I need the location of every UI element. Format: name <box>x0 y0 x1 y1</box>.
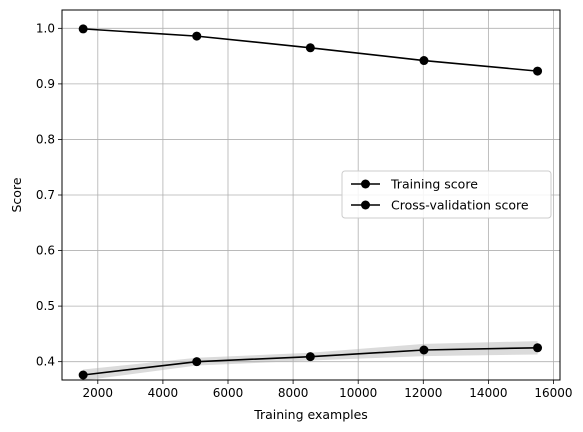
x-axis-ticks: 2000 4000 6000 8000 10000 12000 14000 16000 <box>83 380 573 400</box>
x-tick-label: 8000 <box>278 386 309 400</box>
x-tick-label: 6000 <box>213 386 244 400</box>
y-axis-label: Score <box>9 177 24 212</box>
legend: Training score Cross-validation score <box>341 170 552 219</box>
y-tick-label: 0.5 <box>36 299 55 313</box>
x-axis-label: Training examples <box>253 407 368 422</box>
series-point-0 <box>78 24 88 34</box>
y-tick-label: 0.8 <box>36 132 55 146</box>
legend-marker <box>361 179 370 189</box>
x-tick-label: 14000 <box>469 386 507 400</box>
y-axis-ticks: 0.4 0.5 0.6 0.7 0.8 0.9 1.0 <box>36 21 62 369</box>
series-point-0 <box>533 66 543 76</box>
x-tick-label: 4000 <box>148 386 179 400</box>
legend-box <box>341 170 552 219</box>
series-point-1 <box>419 345 429 355</box>
y-tick-label: 0.4 <box>36 355 55 369</box>
y-tick-label: 0.9 <box>36 77 55 91</box>
x-tick-label: 10000 <box>339 386 377 400</box>
x-tick-label: 2000 <box>83 386 114 400</box>
y-tick-label: 0.6 <box>36 244 55 258</box>
x-tick-label: 12000 <box>404 386 442 400</box>
series-point-1 <box>78 370 88 380</box>
legend-label: Cross-validation score <box>391 198 529 213</box>
series-markers <box>78 24 543 380</box>
series-point-1 <box>533 343 543 353</box>
series-point-0 <box>192 31 202 41</box>
y-tick-label: 1.0 <box>36 21 55 35</box>
series-point-1 <box>192 357 202 367</box>
legend-marker <box>361 200 370 210</box>
series-point-0 <box>419 56 429 66</box>
x-tick-label: 16000 <box>534 386 572 400</box>
series-point-0 <box>305 43 315 53</box>
series-point-1 <box>305 352 315 362</box>
y-tick-label: 0.7 <box>36 188 55 202</box>
legend-label: Training score <box>390 177 478 192</box>
